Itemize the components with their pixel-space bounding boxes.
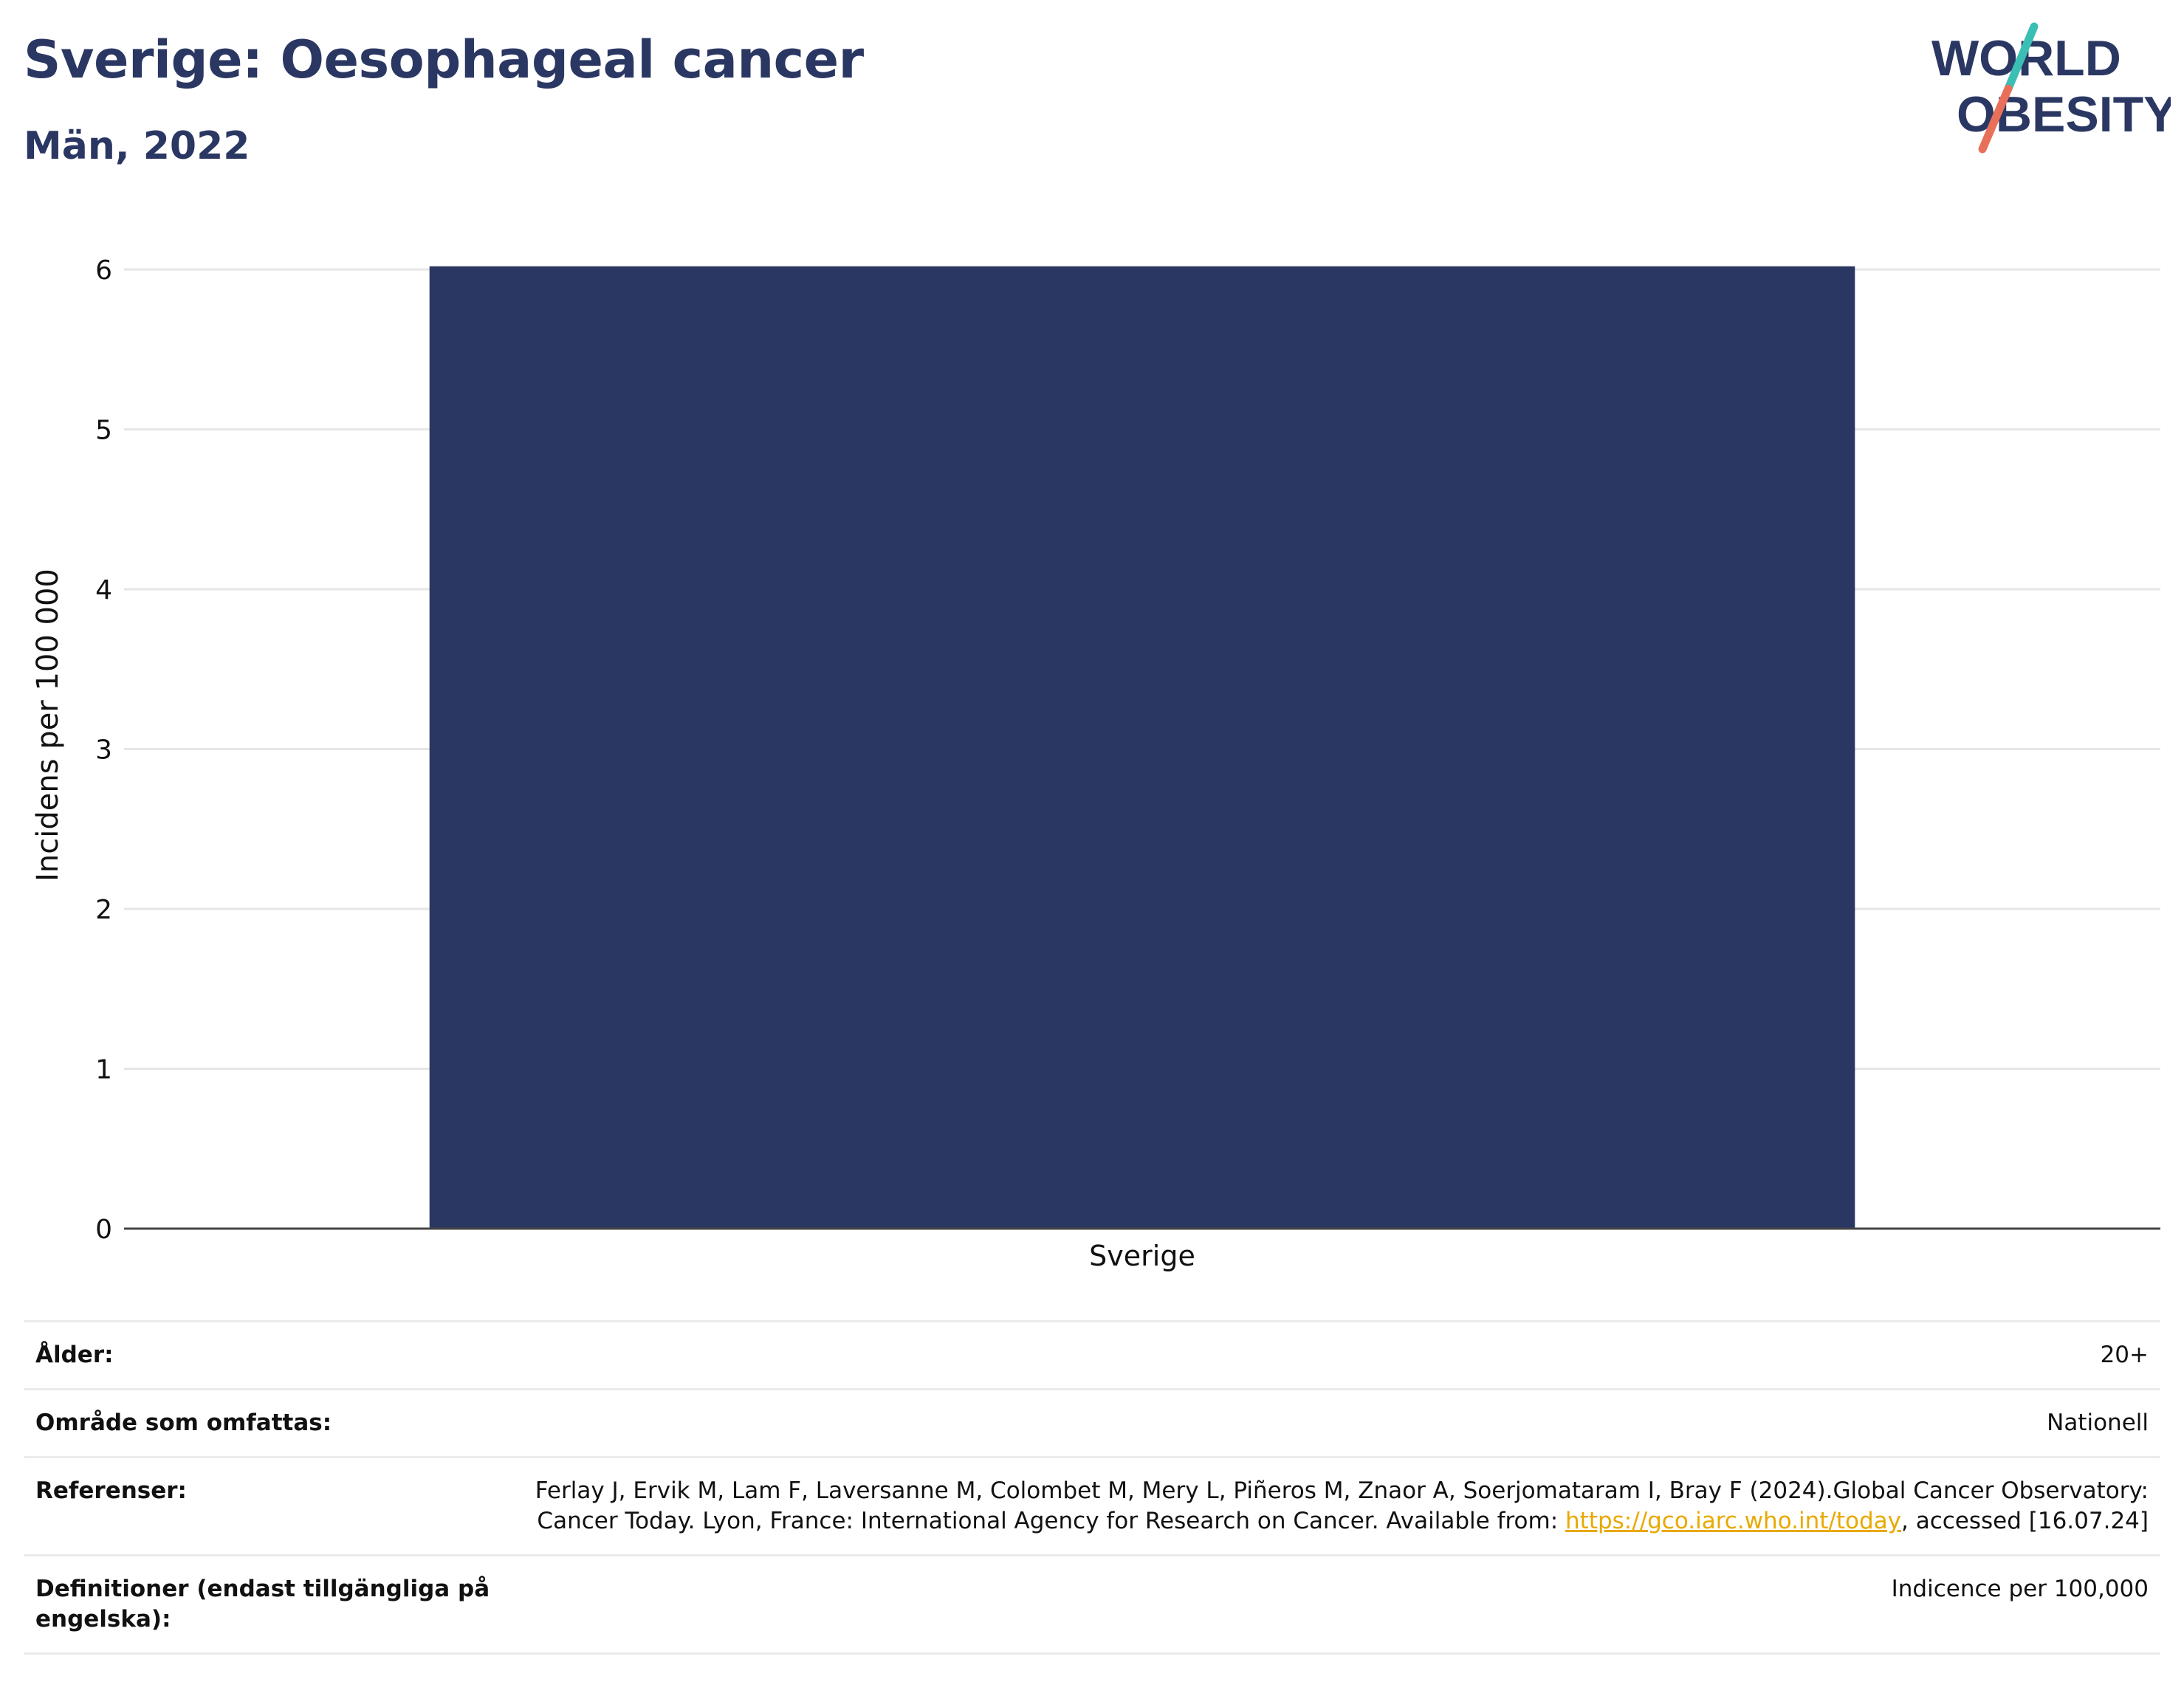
y-tick-label: 6	[95, 255, 112, 286]
info-value-definitions: Indicence per 100,000	[520, 1555, 2160, 1655]
bar	[429, 266, 1855, 1229]
y-tick-label: 4	[95, 575, 112, 605]
reference-link[interactable]: https://gco.iarc.who.int/today	[1565, 1508, 1901, 1534]
info-key-area: Område som omfattas:	[24, 1389, 520, 1458]
y-tick-label: 3	[95, 735, 112, 765]
chart-title: Sverige: Oesophageal cancer	[24, 30, 864, 90]
logo-slash-bottom	[1978, 84, 2013, 154]
info-value-area: Nationell	[520, 1389, 2160, 1458]
y-axis-title: Incidens per 100 000	[31, 569, 65, 882]
logo-slash-top	[2004, 22, 2039, 93]
info-row-definitions: Definitioner (endast tillgängliga på eng…	[24, 1555, 2160, 1655]
info-key-references: Referenser:	[24, 1457, 520, 1556]
y-tick-label: 1	[95, 1054, 112, 1085]
reference-text: Ferlay J, Ervik M, Lam F, Laversanne M, …	[535, 1477, 2149, 1534]
y-tick-label: 5	[95, 415, 112, 445]
info-value-age: 20+	[520, 1320, 2160, 1390]
info-row-references: Referenser: Ferlay J, Ervik M, Lam F, La…	[24, 1457, 2160, 1556]
info-value-references: Ferlay J, Ervik M, Lam F, Laversanne M, …	[520, 1457, 2160, 1556]
info-row-area: Område som omfattas: Nationell	[24, 1389, 2160, 1458]
info-table: Ålder: 20+ Område som omfattas: Nationel…	[24, 1320, 2160, 1655]
world-obesity-logo: WORLD OBESITY	[1931, 22, 2171, 154]
info-key-age: Ålder:	[24, 1320, 520, 1390]
y-tick-label: 0	[95, 1215, 112, 1245]
info-row-age: Ålder: 20+	[24, 1320, 2160, 1390]
info-key-definitions: Definitioner (endast tillgängliga på eng…	[24, 1555, 520, 1655]
x-tick-label: Sverige	[1089, 1240, 1195, 1272]
y-tick-label: 2	[95, 895, 112, 925]
bar-chart: 0 1 2 3 4 5 6 Sverige Incidens per 100 000	[31, 255, 2160, 1272]
chart-subtitle: Män, 2022	[24, 124, 250, 168]
reference-accessed: , accessed [16.07.24]	[1900, 1508, 2149, 1534]
